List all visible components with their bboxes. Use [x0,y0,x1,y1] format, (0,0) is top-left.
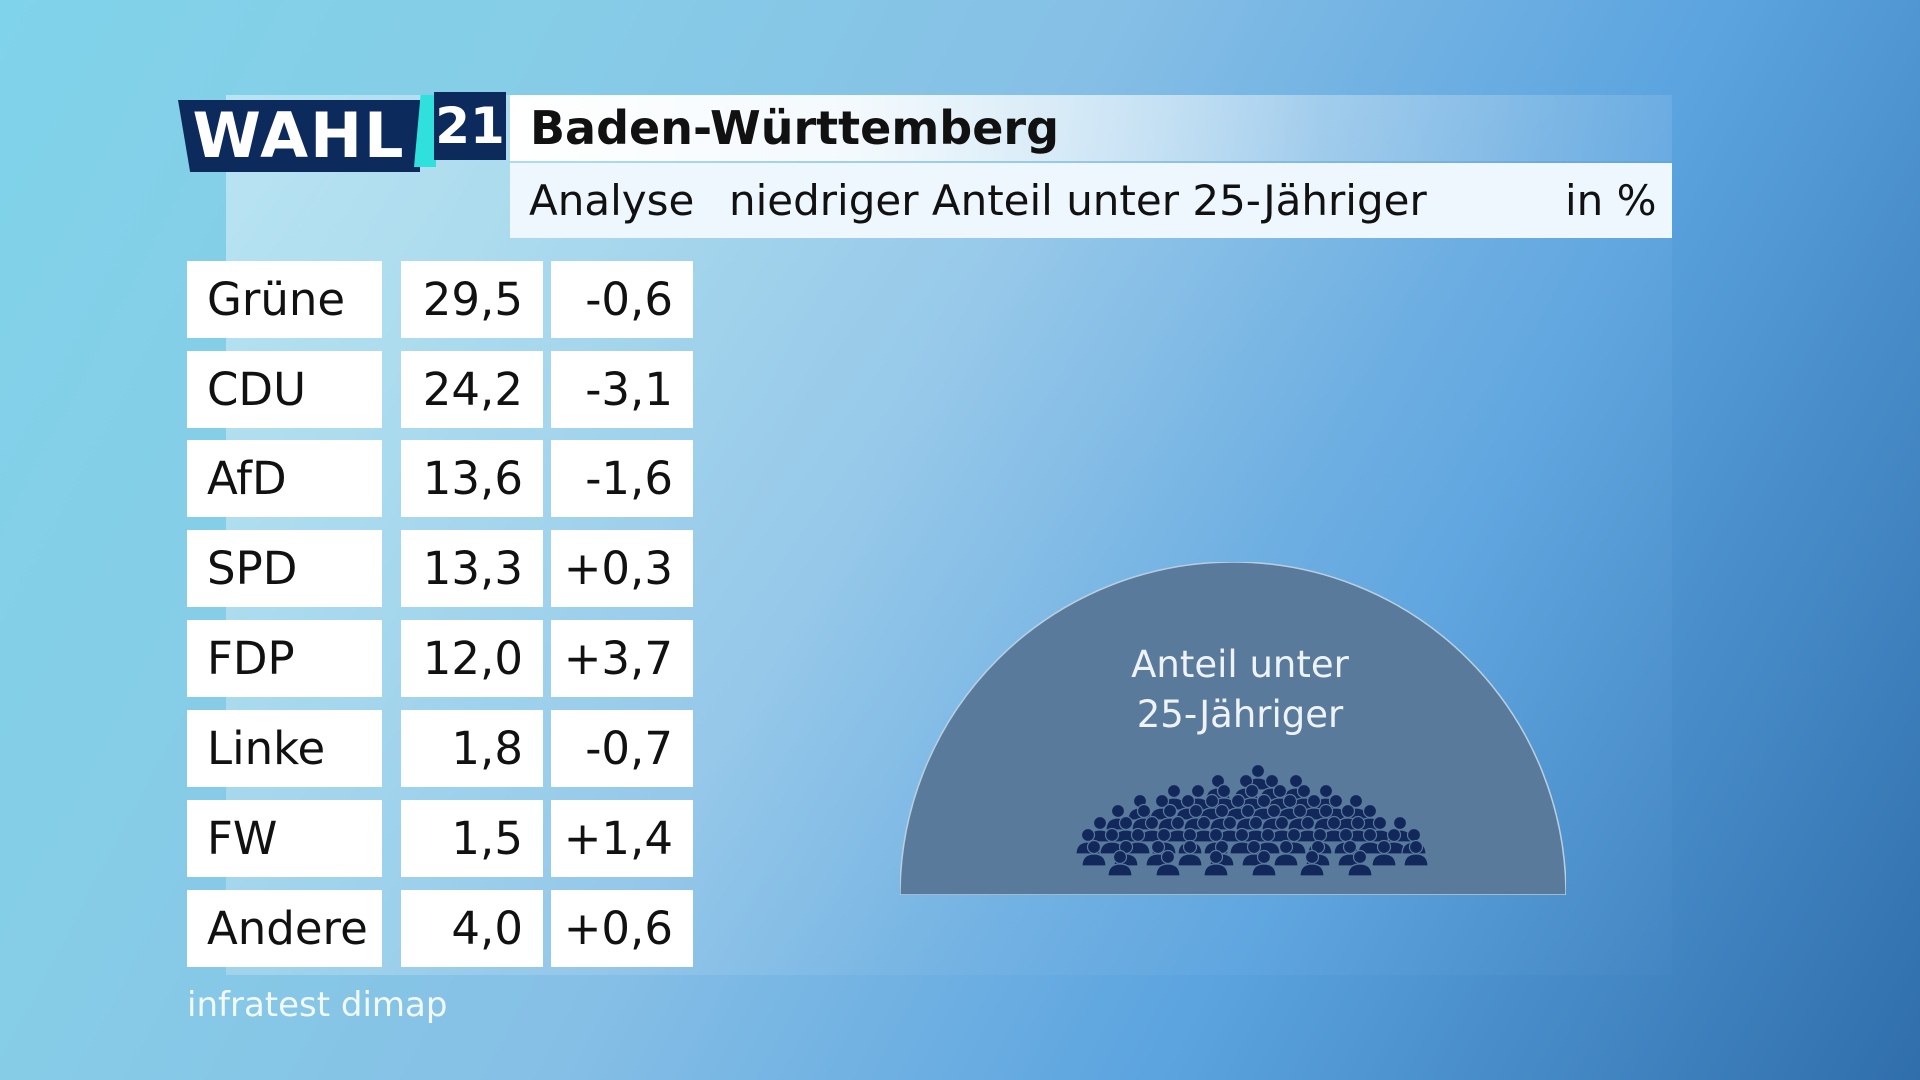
party-label: Andere [187,890,382,967]
person-icon [1203,849,1229,877]
diff-value: +0,3 [551,530,693,607]
person-icon [1155,849,1181,877]
person-icon [1371,839,1397,867]
party-label: Linke [187,710,382,787]
dome-shape [899,561,1567,896]
person-icon [1299,849,1325,877]
diff-value: +3,7 [551,620,693,697]
share-value: 29,5 [401,261,543,338]
person-icon [1403,839,1429,867]
page-title: Baden-Württemberg [530,101,1060,155]
person-icon [1081,839,1107,867]
person-icon [1107,849,1133,877]
share-value: 13,6 [401,440,543,517]
party-label: Grüne [187,261,382,338]
person-icon [1165,815,1191,843]
share-value: 24,2 [401,351,543,428]
people-crowd-icon [1075,763,1429,877]
diff-value: -0,6 [551,261,693,338]
subtitle-description: niedriger Anteil unter 25-Jähriger [729,176,1427,225]
subtitle-analysis: Analyse [529,176,695,225]
dome-graphic [899,561,1567,896]
share-value: 4,0 [401,890,543,967]
source-credit: infratest dimap [187,985,448,1025]
share-value: 1,5 [401,800,543,877]
share-value: 12,0 [401,620,543,697]
party-label: AfD [187,440,382,517]
subtitle-unit: in % [1565,176,1657,225]
diff-value: +0,6 [551,890,693,967]
person-icon [1347,849,1373,877]
subtitle-bar [510,163,1672,238]
person-icon [1251,849,1277,877]
logo-accent-stripe [414,95,436,167]
party-label: FDP [187,620,382,697]
party-label: FW [187,800,382,877]
title-bar [510,95,1672,161]
diff-value: -0,7 [551,710,693,787]
party-label: SPD [187,530,382,607]
share-value: 13,3 [401,530,543,607]
age-share-dome [899,561,1567,896]
wahl-logo: WAHL [178,100,420,172]
person-icon [1177,839,1203,867]
diff-value: -3,1 [551,351,693,428]
diff-value: -1,6 [551,440,693,517]
person-icon [1139,815,1165,843]
dome-label-line1: Anteil unter [1131,643,1349,686]
party-label: CDU [187,351,382,428]
person-icon [1255,827,1281,855]
diff-value: +1,4 [551,800,693,877]
share-value: 1,8 [401,710,543,787]
dome-label-line2: 25-Jähriger [1136,693,1344,736]
person-icon [1273,839,1299,867]
logo-year: 21 [434,92,506,160]
